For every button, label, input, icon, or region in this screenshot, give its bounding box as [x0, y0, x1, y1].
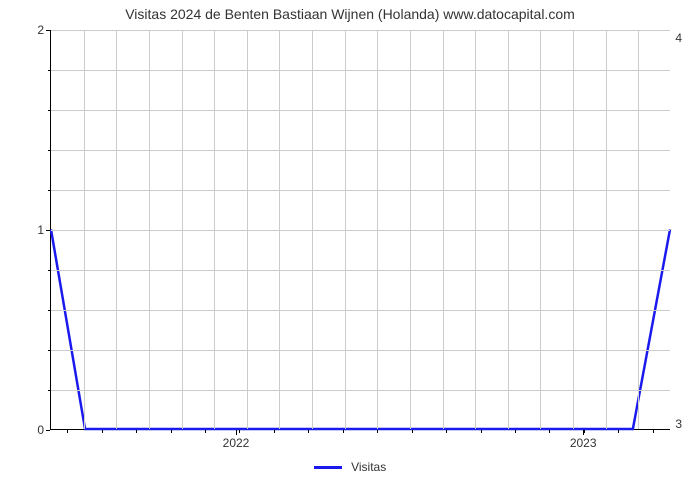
grid-hline [51, 230, 670, 231]
x-tick-label: 2022 [223, 436, 250, 450]
y-tick-label: 0 [37, 423, 44, 437]
x-minor-tick [377, 430, 378, 433]
x-minor-tick [274, 430, 275, 433]
y-minor-tick [48, 150, 50, 151]
y-minor-tick [48, 270, 50, 271]
y-minor-tick [48, 70, 50, 71]
y-minor-tick [48, 390, 50, 391]
x-minor-tick [102, 430, 103, 433]
legend-label: Visitas [351, 460, 386, 474]
series-line [51, 230, 670, 430]
y-tick-mark [46, 430, 50, 431]
x-minor-tick [67, 430, 68, 433]
x-minor-tick [549, 430, 550, 433]
legend-swatch [314, 466, 342, 469]
chart-title: Visitas 2024 de Benten Bastiaan Wijnen (… [0, 6, 700, 22]
x-minor-tick [205, 430, 206, 433]
right-number-bottom: 3 [675, 417, 682, 431]
grid-hline-minor [51, 390, 670, 391]
legend: Visitas [0, 460, 700, 474]
grid-hline-minor [51, 150, 670, 151]
y-minor-tick [48, 350, 50, 351]
y-minor-tick [48, 110, 50, 111]
y-tick-label: 1 [37, 223, 44, 237]
y-minor-tick [48, 310, 50, 311]
x-minor-tick [343, 430, 344, 433]
grid-hline [51, 30, 670, 31]
x-minor-tick [171, 430, 172, 433]
x-minor-tick [446, 430, 447, 433]
x-minor-tick [136, 430, 137, 433]
x-minor-tick [618, 430, 619, 433]
plot-area [50, 30, 670, 430]
x-tick-label: 2023 [570, 436, 597, 450]
y-tick-label: 2 [37, 23, 44, 37]
right-number-top: 4 [675, 31, 682, 45]
grid-hline-minor [51, 110, 670, 111]
y-tick-mark [46, 30, 50, 31]
x-minor-tick [308, 430, 309, 433]
y-tick-mark [46, 230, 50, 231]
grid-hline-minor [51, 350, 670, 351]
grid-hline-minor [51, 310, 670, 311]
x-major-tick [236, 430, 237, 435]
grid-hline-minor [51, 270, 670, 271]
chart: Visitas 2024 de Benten Bastiaan Wijnen (… [0, 0, 700, 500]
x-minor-tick [481, 430, 482, 433]
y-minor-tick [48, 190, 50, 191]
x-minor-tick [653, 430, 654, 433]
x-minor-tick [515, 430, 516, 433]
x-minor-tick [239, 430, 240, 433]
x-minor-tick [584, 430, 585, 433]
x-minor-tick [412, 430, 413, 433]
grid-hline-minor [51, 70, 670, 71]
grid-hline-minor [51, 190, 670, 191]
